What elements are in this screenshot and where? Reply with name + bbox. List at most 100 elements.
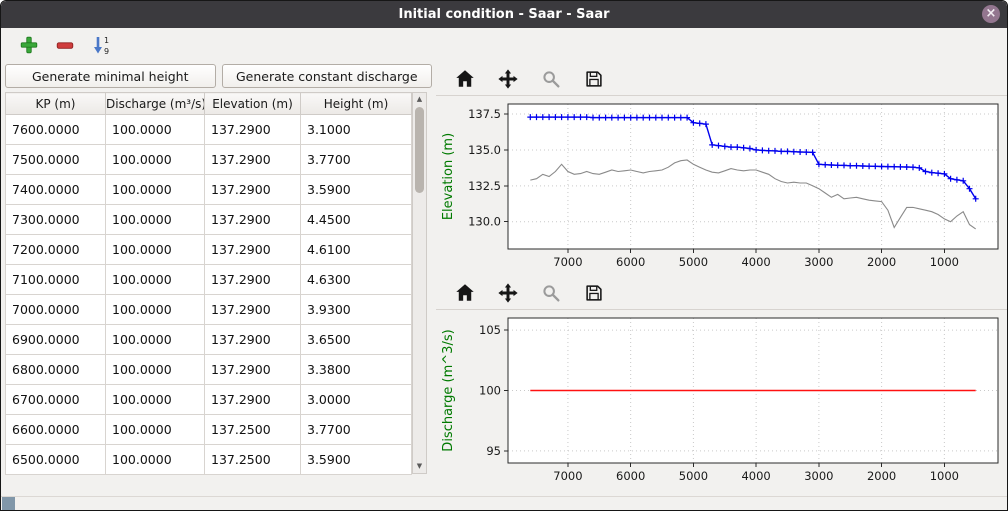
table-cell[interactable]: 137.2900 bbox=[205, 355, 301, 385]
svg-text:9: 9 bbox=[104, 47, 109, 55]
initial-conditions-table: KP (m)Discharge (m³/s)Elevation (m)Heigh… bbox=[5, 92, 412, 475]
table-cell[interactable]: 7300.0000 bbox=[6, 205, 106, 235]
table-cell[interactable]: 100.0000 bbox=[106, 295, 205, 325]
close-button[interactable]: × bbox=[982, 5, 1000, 23]
table-cell[interactable]: 3.7700 bbox=[301, 145, 412, 175]
table-scrollbar[interactable]: ▲ ▼ bbox=[412, 92, 427, 474]
svg-text:132.5: 132.5 bbox=[468, 179, 501, 193]
table-cell[interactable]: 7600.0000 bbox=[6, 115, 106, 145]
table-header-row: KP (m)Discharge (m³/s)Elevation (m)Heigh… bbox=[6, 93, 412, 115]
table-cell[interactable]: 100.0000 bbox=[106, 355, 205, 385]
zoom-button[interactable] bbox=[538, 280, 564, 306]
table-cell[interactable]: 100.0000 bbox=[106, 115, 205, 145]
table-cell[interactable]: 137.2500 bbox=[205, 415, 301, 445]
table-cell[interactable]: 3.3800 bbox=[301, 355, 412, 385]
table-cell[interactable]: 7400.0000 bbox=[6, 175, 106, 205]
table-cell[interactable]: 4.6100 bbox=[301, 235, 412, 265]
table-cell[interactable]: 100.0000 bbox=[106, 415, 205, 445]
svg-text:2000: 2000 bbox=[867, 255, 896, 269]
save-icon bbox=[583, 68, 605, 90]
table-cell[interactable]: 137.2900 bbox=[205, 175, 301, 205]
pan-button[interactable] bbox=[495, 280, 521, 306]
zoom-button[interactable] bbox=[538, 66, 564, 92]
table-cell[interactable]: 6900.0000 bbox=[6, 325, 106, 355]
scroll-up-icon[interactable]: ▲ bbox=[413, 93, 426, 106]
table-cell[interactable]: 3.6500 bbox=[301, 325, 412, 355]
scrollbar-thumb[interactable] bbox=[415, 107, 424, 193]
discharge-plot-toolbar bbox=[436, 276, 1007, 310]
home-button[interactable] bbox=[452, 66, 478, 92]
svg-text:5000: 5000 bbox=[679, 255, 708, 269]
remove-row-button[interactable] bbox=[51, 31, 79, 59]
table-cell[interactable]: 3.5900 bbox=[301, 175, 412, 205]
add-row-button[interactable] bbox=[15, 31, 43, 59]
pan-button[interactable] bbox=[495, 66, 521, 92]
column-header[interactable]: KP (m) bbox=[6, 93, 106, 115]
table-row: 6800.0000100.0000137.29003.3800 bbox=[6, 355, 412, 385]
scroll-down-icon[interactable]: ▼ bbox=[413, 460, 426, 473]
home-button[interactable] bbox=[452, 280, 478, 306]
table-cell[interactable]: 137.2900 bbox=[205, 325, 301, 355]
table-cell[interactable]: 100.0000 bbox=[106, 145, 205, 175]
resize-grip[interactable] bbox=[2, 497, 15, 510]
table-cell[interactable]: 100.0000 bbox=[106, 235, 205, 265]
table-cell[interactable]: 3.9300 bbox=[301, 295, 412, 325]
table-cell[interactable]: 100.0000 bbox=[106, 445, 205, 475]
svg-text:Elevation (m): Elevation (m) bbox=[441, 133, 456, 220]
table-cell[interactable]: 137.2900 bbox=[205, 235, 301, 265]
table-cell[interactable]: 3.1000 bbox=[301, 115, 412, 145]
svg-text:6000: 6000 bbox=[616, 255, 645, 269]
table-cell[interactable]: 100.0000 bbox=[106, 265, 205, 295]
svg-text:100: 100 bbox=[479, 384, 501, 398]
svg-text:137.5: 137.5 bbox=[468, 107, 501, 121]
column-header[interactable]: Discharge (m³/s) bbox=[106, 93, 205, 115]
table-cell[interactable]: 137.2500 bbox=[205, 445, 301, 475]
table-cell[interactable]: 137.2900 bbox=[205, 115, 301, 145]
save-button[interactable] bbox=[581, 280, 607, 306]
generate-minimal-height-button[interactable]: Generate minimal height bbox=[5, 64, 216, 88]
column-header[interactable]: Elevation (m) bbox=[205, 93, 301, 115]
table-cell[interactable]: 137.2900 bbox=[205, 145, 301, 175]
table-cell[interactable]: 3.7700 bbox=[301, 415, 412, 445]
elevation-plot-toolbar bbox=[436, 62, 1007, 96]
column-header[interactable]: Height (m) bbox=[301, 93, 412, 115]
table-cell[interactable]: 7200.0000 bbox=[6, 235, 106, 265]
table-cell[interactable]: 4.4500 bbox=[301, 205, 412, 235]
table-cell[interactable]: 7500.0000 bbox=[6, 145, 106, 175]
table-cell[interactable]: 137.2900 bbox=[205, 265, 301, 295]
table-cell[interactable]: 6500.0000 bbox=[6, 445, 106, 475]
table-cell[interactable]: 137.2900 bbox=[205, 295, 301, 325]
table-cell[interactable]: 100.0000 bbox=[106, 205, 205, 235]
svg-text:130.0: 130.0 bbox=[468, 215, 501, 229]
table-cell[interactable]: 4.6300 bbox=[301, 265, 412, 295]
table-cell[interactable]: 7000.0000 bbox=[6, 295, 106, 325]
sort-button[interactable]: 1 9 bbox=[87, 31, 115, 59]
app-window: Initial condition - Saar - Saar × 1 9 bbox=[0, 0, 1008, 511]
table-row: 7500.0000100.0000137.29003.7700 bbox=[6, 145, 412, 175]
table-row: 6700.0000100.0000137.29003.0000 bbox=[6, 385, 412, 415]
table-cell[interactable]: 137.2900 bbox=[205, 385, 301, 415]
table-row: 7300.0000100.0000137.29004.4500 bbox=[6, 205, 412, 235]
zoom-icon bbox=[540, 282, 562, 304]
table-cell[interactable]: 6800.0000 bbox=[6, 355, 106, 385]
svg-text:135.0: 135.0 bbox=[468, 143, 501, 157]
save-button[interactable] bbox=[581, 66, 607, 92]
elevation-chart[interactable]: 7000600050004000300020001000137.5135.013… bbox=[436, 96, 1006, 276]
svg-text:Discharge (m^3/s): Discharge (m^3/s) bbox=[441, 329, 456, 451]
table-cell[interactable]: 137.2900 bbox=[205, 205, 301, 235]
table-cell[interactable]: 6700.0000 bbox=[6, 385, 106, 415]
table-cell[interactable]: 7100.0000 bbox=[6, 265, 106, 295]
generate-constant-discharge-button[interactable]: Generate constant discharge bbox=[222, 64, 433, 88]
main-toolbar: 1 9 bbox=[1, 28, 1007, 62]
table-cell[interactable]: 100.0000 bbox=[106, 325, 205, 355]
table-body: 7600.0000100.0000137.29003.10007500.0000… bbox=[6, 115, 412, 475]
svg-text:1: 1 bbox=[104, 36, 109, 45]
table-cell[interactable]: 6600.0000 bbox=[6, 415, 106, 445]
titlebar: Initial condition - Saar - Saar × bbox=[1, 1, 1007, 28]
discharge-chart[interactable]: 700060005000400030002000100010510095Disc… bbox=[436, 310, 1006, 490]
table-cell[interactable]: 3.5900 bbox=[301, 445, 412, 475]
table-cell[interactable]: 100.0000 bbox=[106, 175, 205, 205]
table-cell[interactable]: 3.0000 bbox=[301, 385, 412, 415]
svg-text:5000: 5000 bbox=[679, 469, 708, 483]
table-cell[interactable]: 100.0000 bbox=[106, 385, 205, 415]
